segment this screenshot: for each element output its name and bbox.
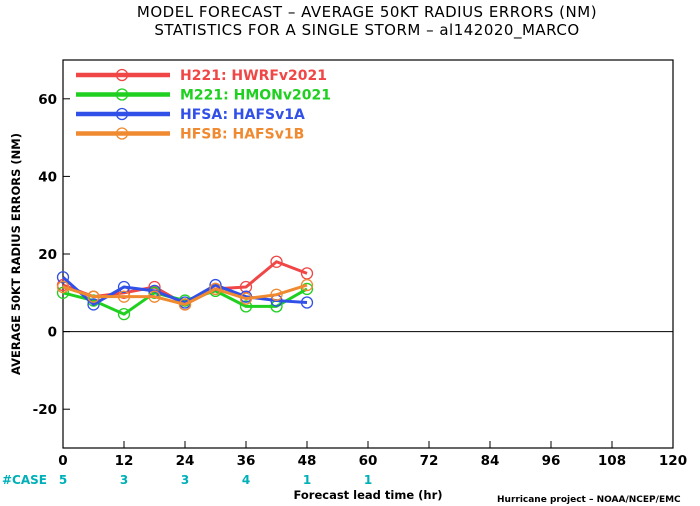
axis-ticks: 0 12 24 36 48 60 72 84 96 108 120 -20 0 20 40 60 (33, 92, 687, 469)
series-line (62, 283, 308, 306)
data-point (148, 290, 161, 303)
legend-marker (115, 88, 129, 101)
x-tick-label: 24 (176, 453, 195, 469)
legend-marker (115, 127, 129, 140)
y-tick-label: 20 (38, 247, 57, 263)
legend: H221: HWRFv2021 M221: HMONv2021 HFSA: HAFS… (76, 68, 331, 143)
data-point (209, 282, 222, 296)
case-count: 5 (59, 473, 67, 487)
chart-subtitle: STATISTICS FOR A SINGLE STORM – al142020… (154, 21, 579, 40)
y-tick-label: 60 (38, 92, 57, 108)
data-point (87, 290, 100, 303)
chart-title: MODEL FORECAST – AVERAGE 50KT RADIUS ERR… (137, 3, 597, 21)
data-point (117, 307, 131, 321)
data-point (87, 298, 100, 311)
data-point (300, 278, 314, 292)
case-count: 4 (242, 473, 250, 487)
x-tick-label: 72 (420, 453, 439, 469)
legend-marker (115, 68, 129, 82)
series-layer (56, 255, 314, 321)
data-point (117, 280, 131, 294)
data-point (270, 255, 283, 268)
x-tick-label: 60 (359, 453, 378, 469)
y-axis-label: AVERAGE 50KT RADIUS ERRORS (NM) (9, 133, 23, 375)
case-count-label: #CASE (2, 473, 47, 487)
case-count: 3 (181, 473, 189, 487)
case-count: 1 (303, 473, 311, 487)
x-tick-label: 12 (115, 453, 134, 469)
y-tick-label: 40 (38, 169, 57, 185)
data-point (178, 298, 192, 311)
series-line (62, 276, 308, 306)
legend-label: HFSA: HAFSv1A (180, 107, 305, 123)
data-point (300, 282, 314, 296)
x-tick-label: 84 (481, 453, 500, 469)
data-point (117, 290, 131, 303)
series-4 (56, 278, 314, 311)
x-tick-label: 96 (542, 453, 561, 469)
legend-entry: M221: HMONv2021 (76, 88, 331, 104)
case-counts: 5 3 3 4 1 1 (59, 473, 372, 487)
x-tick-label: 120 (659, 453, 687, 469)
data-point (300, 296, 314, 309)
x-tick-label: 0 (58, 453, 67, 469)
legend-entry: HFSA: HAFSv1A (76, 107, 305, 123)
data-point (56, 271, 70, 284)
data-point (56, 280, 70, 294)
x-tick-label: 36 (237, 453, 256, 469)
y-tick-label: 0 (48, 325, 57, 341)
series-line (62, 287, 308, 316)
data-point (239, 300, 253, 313)
x-axis-label: Forecast lead time (hr) (293, 488, 442, 502)
legend-entry: H221: HWRFv2021 (76, 68, 327, 84)
legend-marker (115, 107, 129, 121)
legend-label: H221: HWRFv2021 (180, 68, 327, 84)
case-count: 1 (364, 473, 372, 487)
plot-frame (62, 59, 674, 449)
case-count: 3 (120, 473, 128, 487)
y-tick-label: -20 (33, 402, 57, 418)
legend-label: HFSB: HAFSv1B (180, 127, 304, 143)
data-point (239, 292, 253, 305)
legend-label: M221: HMONv2021 (180, 88, 331, 104)
x-tick-label: 48 (298, 453, 317, 469)
data-point (270, 288, 283, 301)
legend-entry: HFSB: HAFSv1B (76, 127, 304, 143)
credit-text: Hurricane project – NOAA/NCEP/EMC (497, 495, 681, 505)
x-tick-label: 108 (598, 453, 626, 469)
